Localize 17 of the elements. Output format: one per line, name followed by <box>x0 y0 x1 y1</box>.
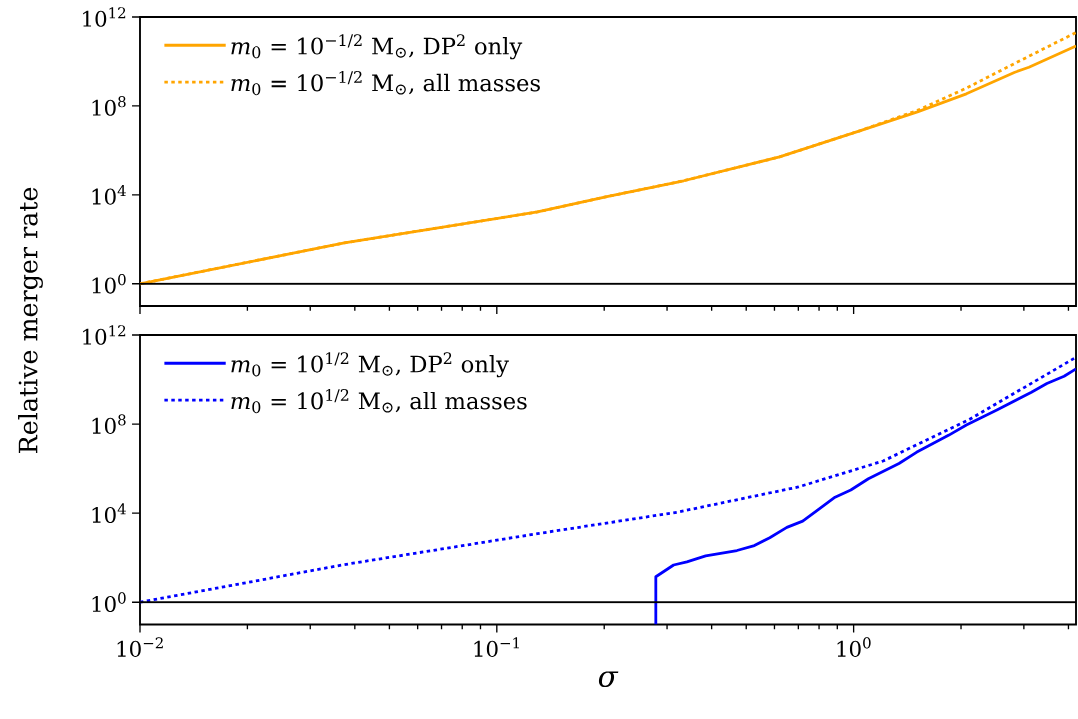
y-tick-label: 10$^{0}$ <box>92 592 126 613</box>
text: m$_{0}$ = 10$^{−1/2}$ M$_{⊙}$, DP$^{2}$ only <box>231 34 523 60</box>
y-tick-label: 10$^{8}$ <box>92 96 126 116</box>
y-tick-label: 10$^{4}$ <box>92 184 126 205</box>
x-tick-label: 10$^{−2}$ <box>117 637 163 657</box>
legend-label: m$_{0}$ = 10$^{−1/2}$ M$_{⊙}$, all masses <box>231 70 540 96</box>
y-tick-label: 10$^{0}$ <box>92 273 126 294</box>
y-tick-label: 10$^{4}$ <box>92 503 126 524</box>
y-axis-title: Relative merger rate <box>18 187 43 453</box>
y-tick-label: 10$^{12}$ <box>83 7 126 27</box>
x-tick-label: 10$^{−1}$ <box>474 637 519 657</box>
text: m$_{0}$ = 10$^{1/2}$ M$_{⊙}$, DP$^{2}$ only <box>231 352 509 378</box>
x-tick-label: 10$^{0}$ <box>837 637 871 657</box>
legend-label: m$_{0}$ = 10$^{1/2}$ M$_{⊙}$, all masses <box>231 388 527 414</box>
y-tick-label: 10$^{12}$ <box>83 325 126 345</box>
x-axis-title: σ <box>598 671 619 688</box>
y-tick-label: 10$^{8}$ <box>92 414 126 434</box>
